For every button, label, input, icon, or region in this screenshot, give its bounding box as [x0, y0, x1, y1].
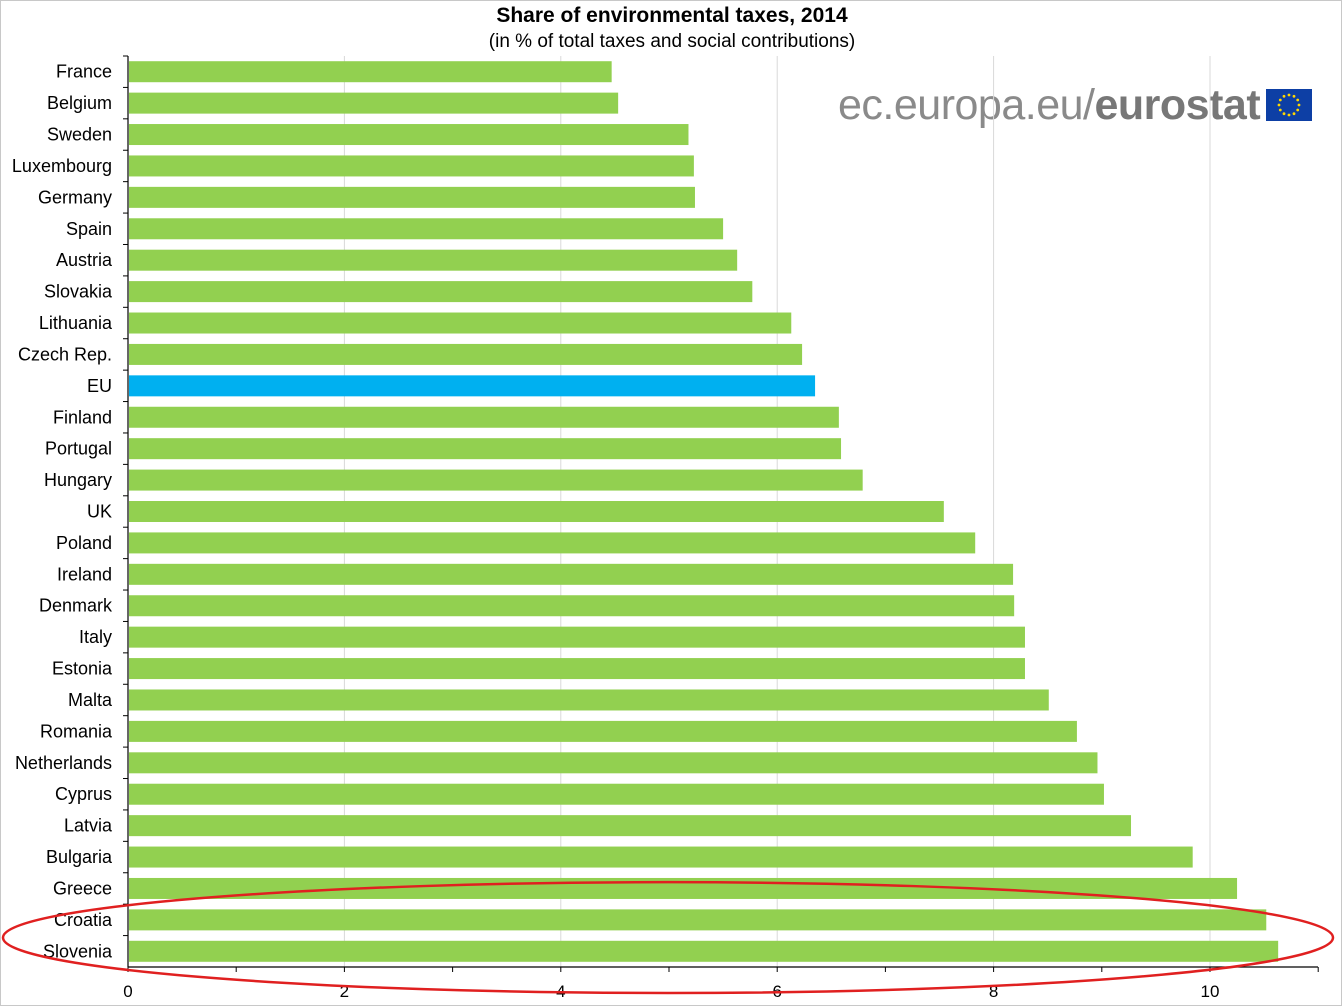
category-label-romania: Romania [40, 721, 113, 741]
bar-slovenia [129, 940, 1279, 962]
category-label-france: France [56, 62, 112, 82]
bar-bulgaria [129, 846, 1193, 868]
bar-malta [129, 689, 1049, 711]
category-label-netherlands: Netherlands [15, 753, 112, 773]
bar-denmark [129, 595, 1015, 617]
category-label-lithuania: Lithuania [39, 313, 113, 333]
category-label-bulgaria: Bulgaria [46, 847, 113, 867]
bar-luxembourg [129, 155, 694, 177]
category-label-luxembourg: Luxembourg [12, 156, 112, 176]
category-label-eu: EU [87, 376, 112, 396]
category-labels: France Belgium Sweden Luxembourg Germany Spai… [12, 62, 113, 962]
category-label-estonia: Estonia [52, 659, 113, 679]
bar-lithuania [129, 312, 792, 334]
category-label-slovakia: Slovakia [44, 282, 113, 302]
category-label-slovenia: Slovenia [43, 941, 113, 961]
bars [129, 61, 1279, 962]
annotation [1, 880, 1335, 995]
chart-subtitle: (in % of total taxes and social contribu… [488, 31, 856, 52]
bar-germany [129, 186, 695, 208]
eurostat-logo-text: ec.europa.eu/eurostat [838, 80, 1261, 130]
category-label-ireland: Ireland [57, 564, 112, 584]
x-tick-label-8: 8 [989, 982, 998, 1001]
category-label-latvia: Latvia [64, 816, 113, 836]
bar-belgium [129, 92, 619, 114]
category-label-italy: Italy [79, 627, 112, 647]
bar-slovakia [129, 281, 753, 303]
bar-latvia [129, 815, 1132, 837]
eurostat-name: eurostat [1094, 80, 1261, 129]
category-label-malta: Malta [68, 690, 113, 710]
bar-france [129, 61, 612, 83]
category-label-portugal: Portugal [45, 439, 112, 459]
eurostat-logo: ec.europa.eu/eurostat [838, 80, 1313, 130]
bar-estonia [129, 658, 1025, 680]
category-label-hungary: Hungary [44, 470, 112, 490]
bar-czech-rep [129, 343, 803, 365]
tick-labels: 0 2 4 6 8 10 [123, 982, 1219, 1001]
bar-ireland [129, 563, 1014, 585]
bar-cyprus [129, 783, 1104, 805]
category-label-czech-rep: Czech Rep. [18, 344, 112, 364]
category-label-poland: Poland [56, 533, 112, 553]
category-label-uk: UK [87, 502, 112, 522]
category-label-spain: Spain [66, 219, 112, 239]
category-label-denmark: Denmark [39, 596, 113, 616]
category-label-cyprus: Cyprus [55, 784, 112, 804]
bar-italy [129, 626, 1025, 648]
chart-title: Share of environmental taxes, 2014 [496, 4, 848, 27]
bar-romania [129, 720, 1077, 742]
x-tick-label-10: 10 [1201, 982, 1220, 1001]
bar-sweden [129, 124, 689, 146]
eu-flag-icon [1266, 89, 1313, 121]
category-label-austria: Austria [56, 250, 113, 270]
bar-netherlands [129, 752, 1098, 774]
x-tick-label-2: 2 [340, 982, 349, 1001]
eurostat-site: ec.europa.eu/ [838, 80, 1095, 129]
bar-greece [129, 877, 1238, 899]
bar-austria [129, 249, 738, 271]
bar-finland [129, 406, 839, 428]
bar-spain [129, 218, 724, 240]
category-label-greece: Greece [53, 878, 112, 898]
axes [123, 55, 1319, 972]
category-label-sweden: Sweden [47, 125, 112, 145]
category-label-belgium: Belgium [47, 93, 112, 113]
bar-hungary [129, 469, 863, 491]
bar-portugal [129, 438, 842, 460]
x-tick-label-0: 0 [123, 982, 132, 1001]
category-label-croatia: Croatia [54, 910, 113, 930]
category-label-finland: Finland [53, 407, 112, 427]
bar-eu [129, 375, 816, 397]
category-label-germany: Germany [38, 187, 112, 207]
annotation-ellipse [1, 880, 1335, 995]
bar-uk [129, 501, 944, 522]
bar-croatia [129, 909, 1267, 931]
bar-poland [129, 532, 976, 554]
